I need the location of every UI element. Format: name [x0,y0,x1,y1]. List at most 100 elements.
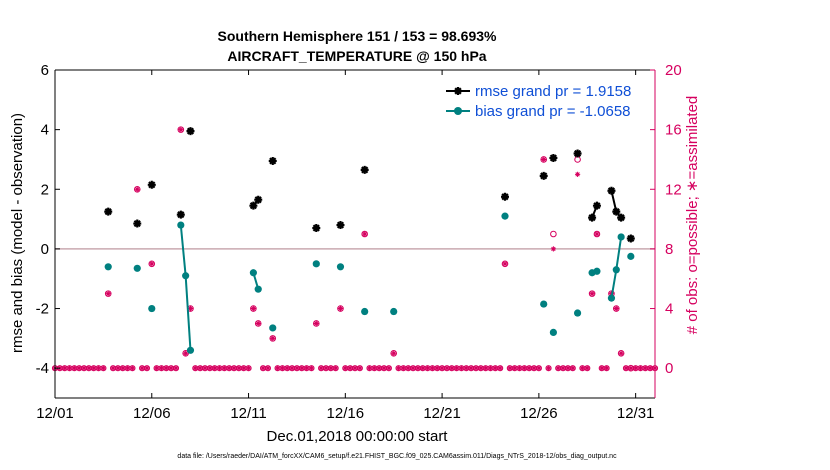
obs-possible-point [133,185,141,193]
bias-point [177,221,185,229]
obs-assimilated-zero [483,365,489,371]
bias-point [336,263,345,271]
obs-assimilated-zero [154,365,160,371]
obs-assimilated-zero [207,365,213,371]
obs-assimilated-zero [144,365,150,371]
obs-assimilated-zero [71,365,77,371]
obs-possible-zero [129,365,136,372]
obs-possible-point [593,230,601,238]
bias-point [612,266,620,274]
bias-point [186,346,195,354]
obs-assimilated-zero [468,365,474,371]
obs-assimilated-zero [376,365,382,371]
obs-possible-zero [100,365,107,372]
obs-possible-zero [385,365,392,372]
obs-assimilated-zero [333,365,339,371]
obs-assimilated-zero [110,365,116,371]
obs-assimilated-zero [91,365,97,371]
obs-assimilated-zero [67,365,72,371]
obs-assimilated-zero [318,365,324,371]
obs-assimilated-zero [246,365,251,371]
bias-point [148,304,156,313]
obs-assimilated-zero [638,365,643,371]
x-tick-label: 12/11 [230,405,266,422]
series-layer [104,127,635,354]
obs-assimilated-zero [130,365,135,371]
obs-assimilated-zero [221,365,227,371]
data-file-footnote: data file: /Users/raeder/DAI/ATM_forcXX/… [177,453,617,460]
rmse-point [612,207,621,216]
bias-point [593,267,601,275]
x-tick-label: 12/21 [423,405,461,422]
obs-assimilated-zero [405,365,411,371]
obs-assimilated-zero [275,365,280,371]
obs-assimilated-zero [280,365,285,371]
obs-assimilated-zero [347,365,353,371]
legend-box [435,78,654,124]
y-tick-label-right: 8 [665,241,673,258]
obs-possible-zero [172,365,180,372]
obs-assimilated-point [313,320,319,327]
obs-assimilated-point [270,335,276,341]
obs-possible-zero [545,365,552,372]
obs-assimilated-zero [459,365,464,371]
rmse-point [607,186,616,195]
obs-possible-point [588,290,596,297]
obs-count-layer [51,126,659,372]
obs-assimilated-zero [512,365,518,371]
legend-bias-label: bias grand pr = -1.0658 [475,103,631,120]
obs-assimilated-zero [231,365,237,371]
obs-assimilated-zero [357,365,363,371]
obs-possible-zero [535,365,542,372]
obs-assimilated-point [589,291,595,297]
y-tick-label-left: -2 [36,301,49,318]
obs-assimilated-zero [139,365,145,371]
obs-assimilated-point [250,305,256,312]
rmse-point [312,224,321,233]
bias-point [501,212,509,220]
bias-point [617,233,625,241]
obs-possible-point [182,349,189,357]
obs-assimilated-zero [304,365,310,371]
obs-possible-point [250,305,257,312]
obs-assimilated-zero [168,365,174,371]
y-tick-label-left: 4 [41,122,49,139]
obs-assimilated-point [178,127,184,133]
obs-possible-point [337,305,344,312]
obs-possible-zero [584,365,591,372]
obs-possible-point [269,335,277,342]
rmse-point [133,219,142,228]
obs-assimilated-point [183,350,189,356]
y-tick-label-right: 20 [665,62,682,79]
obs-possible-zero [143,365,151,372]
obs-assimilated-zero [425,365,430,371]
obs-assimilated-zero [284,365,290,371]
obs-assimilated-zero [260,365,266,371]
bias-point [549,328,557,336]
obs-assimilated-point [337,305,344,312]
legend: rmse grand pr = 1.9158 bias grand pr = -… [435,78,654,124]
obs-assimilated-point [255,320,261,327]
obs-assimilated-point [391,350,397,356]
obs-possible-point [104,290,112,297]
obs-assimilated-point [149,261,155,267]
bias-point [104,263,112,271]
bias-point [573,309,582,317]
obs-assimilated-zero [120,365,126,371]
bias-point [540,300,548,308]
obs-assimilated-zero [430,365,435,371]
rmse-point [360,165,369,174]
obs-assimilated-point [618,350,624,356]
obs-assimilated-point [541,156,547,163]
obs-assimilated-zero [642,365,648,371]
x-tick-label: 12/31 [617,405,655,422]
obs-possible-point [361,230,368,238]
bias-point [390,307,398,316]
obs-assimilated-zero [163,365,169,371]
obs-assimilated-zero [570,365,576,371]
obs-assimilated-zero [96,365,101,371]
rmse-point [147,180,156,189]
obs-assimilated-zero [342,365,348,371]
obs-assimilated-zero [400,365,406,371]
